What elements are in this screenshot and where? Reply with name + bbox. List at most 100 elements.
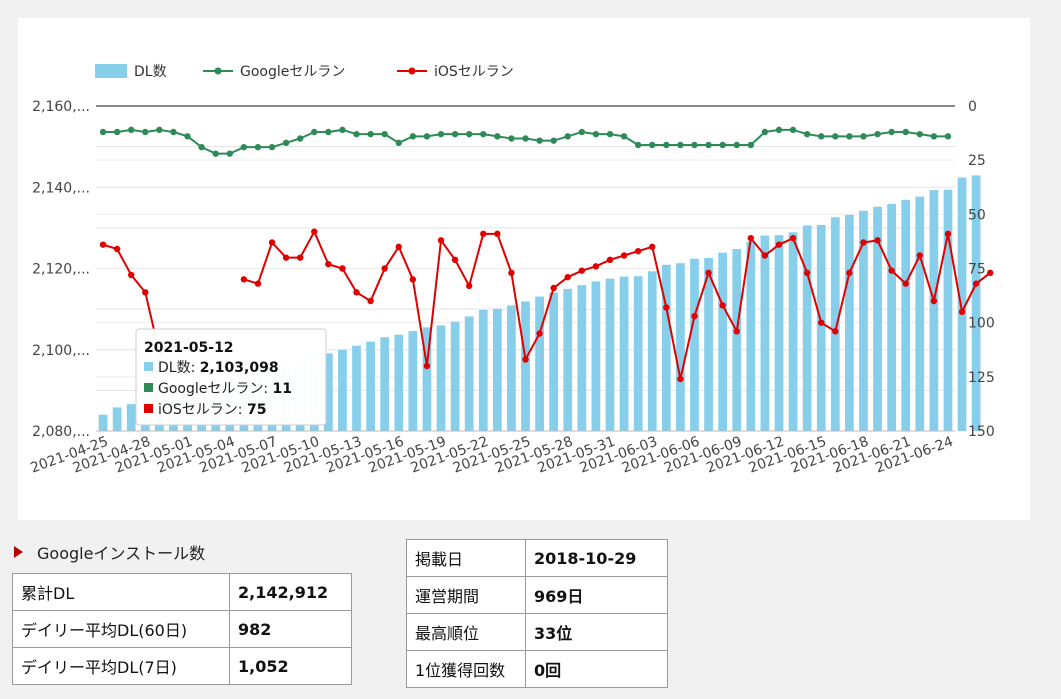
ios-rank-point [550,284,557,292]
ios-rank-point [451,256,459,264]
google-rank-point [691,141,698,149]
table-row: デイリー平均DL(7日) 1,052 [12,647,352,685]
google-rank-point [803,130,811,138]
bar [366,341,375,431]
ios-rank-point [536,330,543,337]
google-rank-point [381,130,388,138]
google-rank-point [423,133,431,140]
bar [338,349,347,431]
ios-rank-point [142,289,149,296]
google-rank-point [606,130,614,138]
bar [352,345,361,431]
ios-rank-point [888,267,895,274]
legend-label: Googleセルラン [240,64,345,80]
google-rank-point [99,128,107,136]
tooltip-swatch [144,404,153,413]
tooltip-row-label: DL数: 2,103,098 [158,360,279,376]
ios-rank-point [705,269,712,277]
bar [633,276,643,431]
google-rank-point [311,128,318,136]
bar [549,292,559,431]
bar [943,189,953,431]
google-rank-point [719,141,726,149]
legend-label: iOSセルラン [434,64,514,80]
bar [676,263,685,431]
google-rank-point [339,126,346,134]
google-rank-point [536,137,543,144]
table-row: 1位獲得回数 0回 [406,650,668,688]
ios-rank-point [719,302,726,309]
ios-rank-point [325,260,332,268]
table-cell-label: 運営期間 [406,576,526,614]
ios-rank-point [240,276,248,283]
google-rank-point [113,128,121,136]
bar [408,331,418,431]
google-rank-point [888,128,895,136]
ios-rank-point [367,297,374,305]
bar [605,278,615,431]
google-rank-point [128,126,135,134]
ios-rank-point [606,256,614,264]
bar [436,325,446,431]
google-rank-point [733,141,740,149]
y-right-tick-label: 75 [968,262,986,278]
y-left-tick-label: 2,160,... [32,99,90,115]
table-row: デイリー平均DL(60日) 982 [12,610,352,648]
bar [816,225,826,431]
ios-rank-point [268,239,276,246]
table-cell-label: 掲載日 [406,539,526,577]
google-rank-point [325,128,332,136]
ios-rank-point [522,356,529,363]
y-right-tick-label: 150 [968,424,995,440]
install-stats-table: 累計DL 2,142,912 デイリー平均DL(60日) 982 デイリー平均D… [12,573,352,685]
bar [845,214,854,431]
y-left-tick-label: 2,100,... [32,343,90,359]
ios-rank-point [494,230,501,238]
google-rank-point [663,141,670,149]
ios-rank-point [663,304,670,311]
y-right-tick-label: 25 [968,153,986,169]
tooltip-row-value: 11 [273,381,292,397]
bar [859,210,868,431]
ios-rank-point [944,230,952,238]
bar [788,232,798,431]
google-rank-point [522,135,529,142]
table-cell-value: 0回 [525,650,668,688]
google-rank-point [156,126,163,134]
google-rank-point [634,141,642,149]
google-rank-point [240,143,248,151]
table-cell-label: 1位獲得回数 [406,650,526,688]
ios-rank-point [733,328,740,335]
bar [98,414,108,431]
table-cell-label: デイリー平均DL(7日) [12,647,230,685]
bar [380,337,390,431]
table-row: 掲載日 2018-10-29 [406,539,668,577]
bar [774,235,784,431]
bar [126,404,136,431]
chart-panel: 2,080,... 2,100,... 2,120,... 2,140,... 2,16… [18,18,1030,520]
ios-rank-point [113,245,121,253]
google-rank-point [620,133,628,140]
google-rank-point [437,130,445,138]
bar [535,296,544,431]
bar [450,321,460,431]
bar [957,177,967,431]
google-rank-point [268,143,276,151]
ios-rank-point [747,234,755,242]
ios-rank-point [916,252,923,259]
ios-rank-point [296,254,304,261]
ios-rank-point [846,269,853,277]
ios-rank-point [789,234,797,242]
bar [422,327,432,431]
google-rank-point [494,133,501,140]
bar [760,235,770,431]
google-rank-point [860,133,867,140]
google-rank-point [789,126,797,134]
ios-rank-point [803,269,811,277]
google-rank-point [508,135,515,142]
legend-swatch-dot [214,67,222,75]
ios-rank-point [860,239,867,246]
tooltip-row-label: iOSセルラン: 75 [158,402,266,418]
tooltip-row-label: Googleセルラン: 11 [158,381,292,397]
ios-rank-point [409,276,417,283]
